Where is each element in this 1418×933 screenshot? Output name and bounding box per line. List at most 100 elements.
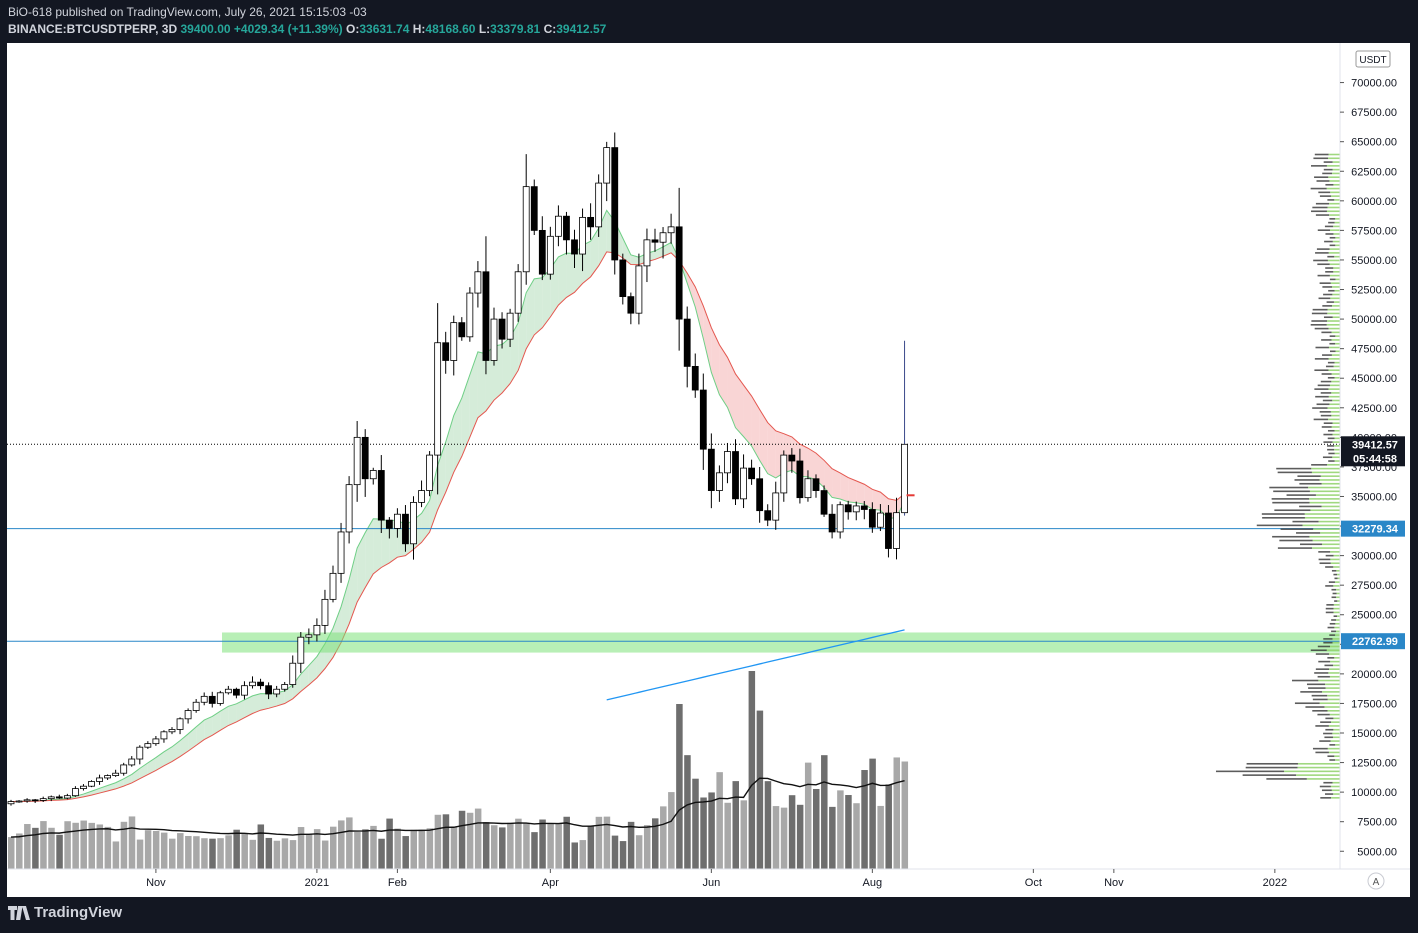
candle-body [418, 490, 425, 503]
price-label-bg [1341, 436, 1405, 467]
ema-band-segment [856, 480, 865, 505]
profile-row [1320, 392, 1332, 394]
symbol-name[interactable]: BINANCE:BTCUSDTPERP, 3D [8, 22, 178, 36]
volume-bar [587, 825, 595, 869]
profile-row [1324, 793, 1334, 795]
volume-bar [603, 816, 611, 869]
profile-row [1333, 611, 1340, 614]
volume-bar [289, 840, 297, 869]
candle-body [659, 232, 667, 243]
candle-body [63, 795, 71, 799]
ema-band-segment [872, 489, 881, 511]
profile-row [1334, 437, 1340, 440]
profile-row [1276, 467, 1312, 470]
profile-row [1331, 596, 1337, 599]
volume-bar [402, 836, 409, 869]
candle-body [442, 342, 450, 361]
ema-band-segment [445, 415, 454, 493]
profile-row [1327, 308, 1340, 311]
profile-row [1331, 373, 1340, 375]
price-tick-label: 60000.00 [1351, 196, 1397, 208]
volume-bar [555, 823, 562, 869]
volume-bar [330, 826, 337, 869]
price-tick-label: 42500.00 [1351, 403, 1397, 415]
profile-row [1327, 710, 1340, 712]
volume-bar [64, 821, 71, 869]
candle-body [651, 239, 659, 243]
ema-band-segment [526, 278, 535, 349]
ema-band-segment [357, 532, 366, 603]
profile-row [1332, 172, 1340, 175]
profile-row [1286, 494, 1316, 496]
price-chart[interactable]: 5000.00 7500.00 10000.00 12500.00 15000.00 17… [7, 43, 1410, 897]
profile-row [1332, 433, 1340, 436]
ema-band-segment [759, 409, 768, 474]
volume-bar [305, 833, 313, 869]
ema-band-segment [751, 396, 760, 461]
price-label-bg [1341, 520, 1405, 537]
profile-row [1317, 263, 1330, 266]
candle-body [305, 634, 313, 638]
volume-bar [128, 816, 136, 869]
volume-bar [716, 772, 723, 869]
volume-bar [531, 832, 538, 869]
candle-body [490, 318, 498, 361]
volume-bar [193, 836, 200, 869]
volume-bar [152, 830, 160, 869]
volume-bar [378, 838, 385, 869]
profile-row [1332, 168, 1340, 171]
profile-row [1335, 350, 1340, 353]
profile-row [1323, 168, 1333, 171]
auto-scale-button[interactable] [1367, 872, 1385, 890]
candle-body [96, 777, 103, 782]
price-tick-label: 55000.00 [1351, 255, 1397, 267]
profile-row [1329, 236, 1336, 239]
profile-row [1323, 638, 1333, 640]
ema-band-segment [807, 448, 816, 480]
profile-row [1330, 785, 1340, 788]
candle-body [377, 470, 385, 521]
profile-row [1331, 789, 1340, 792]
profile-row [1331, 331, 1340, 334]
profile-row [1312, 747, 1328, 750]
price-change: +4029.34 (+11.39%) [233, 22, 343, 36]
chart-panel[interactable]: 5000.00 7500.00 10000.00 12500.00 15000.00 17… [7, 43, 1410, 897]
candle-body [764, 510, 772, 521]
profile-row [1325, 585, 1334, 587]
volume-bar [772, 806, 780, 869]
candle-body [772, 492, 780, 521]
profile-row [1331, 354, 1340, 356]
profile-row [1329, 274, 1340, 277]
candle-body [538, 229, 546, 275]
candle-body [530, 186, 538, 231]
candle-body [39, 798, 47, 801]
volume-bar [410, 829, 417, 869]
profile-row [1324, 664, 1334, 667]
volume-bar [185, 835, 192, 869]
profile-row [1330, 740, 1340, 742]
profile-row [1304, 513, 1340, 515]
candle-body [88, 781, 95, 787]
volume-bar [764, 781, 772, 869]
ema-band-segment [695, 286, 704, 339]
price-tick-label: 47500.00 [1351, 344, 1397, 356]
ema-band-segment [630, 254, 639, 265]
profile-row [1327, 755, 1335, 758]
profile-row [1313, 528, 1340, 530]
profile-row [1335, 342, 1340, 345]
profile-row [1309, 490, 1340, 493]
profile-row [1332, 316, 1340, 319]
volume-bar [16, 833, 23, 869]
volume-bar [869, 758, 876, 869]
profile-row [1272, 501, 1310, 504]
profile-row [1315, 668, 1330, 670]
profile-row [1334, 445, 1340, 447]
volume-bar [169, 838, 176, 869]
profile-row [1333, 604, 1340, 606]
close-label: C: [543, 22, 557, 36]
profile-row [1335, 759, 1340, 761]
profile-row [1311, 471, 1340, 474]
profile-row [1311, 694, 1328, 697]
candle-body [796, 460, 804, 499]
price-tick-label: 35000.00 [1351, 491, 1397, 503]
